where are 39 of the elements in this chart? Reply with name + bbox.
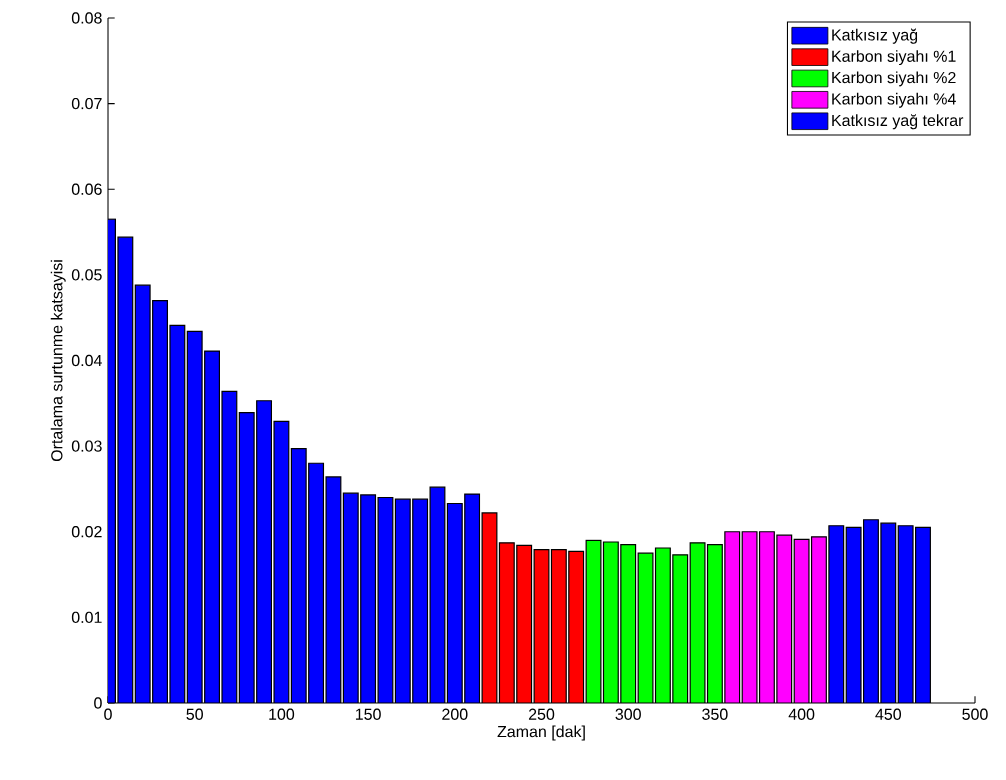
bar <box>759 531 775 703</box>
bar <box>551 549 567 703</box>
legend-label: Katkısız yağ <box>832 28 918 44</box>
x-tick-label: 100 <box>269 708 295 720</box>
x-tick-label: 0 <box>104 708 112 720</box>
bar <box>620 544 636 703</box>
bar <box>810 536 827 703</box>
x-tick-label: 250 <box>528 708 555 720</box>
bar <box>863 519 879 703</box>
x-tick-label: 200 <box>442 708 468 720</box>
bar <box>499 542 515 703</box>
y-tick-label: 0.05 <box>71 269 102 281</box>
legend-label: Karbon siyahı %4 <box>832 92 956 108</box>
bar <box>603 542 619 703</box>
y-tick-label: 0.08 <box>71 12 102 24</box>
y-tick-label: 0.02 <box>71 526 102 538</box>
x-tick-label: 350 <box>702 708 728 720</box>
y-tick-label: 0.03 <box>71 440 102 452</box>
bar <box>706 543 723 703</box>
bar <box>568 550 585 703</box>
x-tick-label: 450 <box>875 708 902 720</box>
legend-label: Katkısız yağ tekrar <box>832 114 964 130</box>
x-tick-label: 50 <box>186 708 203 720</box>
bar <box>915 526 931 703</box>
x-tick-label: 400 <box>788 708 815 720</box>
y-tick-label: 0.04 <box>71 354 102 367</box>
y-tick-label: 0.01 <box>71 611 102 624</box>
y-tick-label: 0.07 <box>71 97 102 110</box>
y-tick-label: 0.06 <box>71 183 102 195</box>
x-axis-title: Zaman [dak] <box>497 725 585 741</box>
legend-label: Karbon siyahı %2 <box>832 71 956 87</box>
x-tick-label: 500 <box>962 708 988 720</box>
bar <box>516 545 532 703</box>
x-tick-label: 300 <box>615 708 641 720</box>
y-tick-label: 0 <box>94 697 102 709</box>
bar <box>655 548 671 703</box>
x-tick-label: 150 <box>355 708 381 720</box>
y-axis-title: Ortalama surtunme katsayisi <box>50 260 66 462</box>
legend-label: Karbon siyahı %1 <box>832 50 956 66</box>
